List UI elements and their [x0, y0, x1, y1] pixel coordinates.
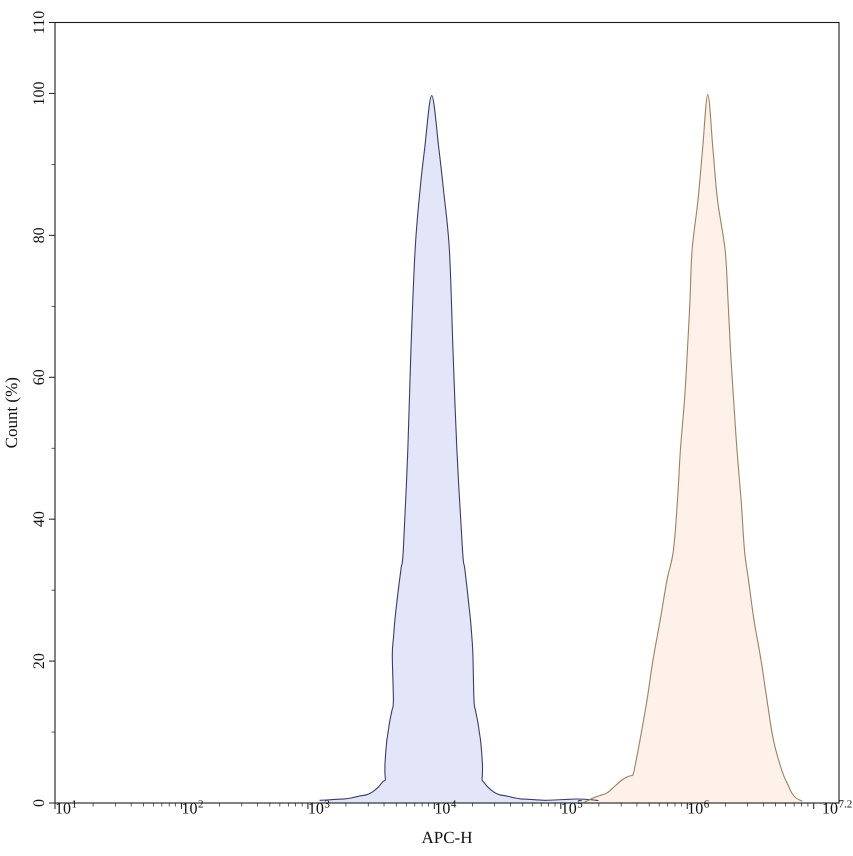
- svg-text:0: 0: [31, 799, 48, 807]
- svg-text:110: 110: [31, 11, 48, 34]
- svg-text:20: 20: [31, 653, 48, 669]
- svg-text:100: 100: [31, 81, 48, 105]
- svg-text:80: 80: [31, 227, 48, 243]
- svg-text:APC-H: APC-H: [421, 828, 472, 847]
- svg-text:60: 60: [31, 369, 48, 385]
- svg-text:Count (%): Count (%): [2, 377, 21, 448]
- svg-text:40: 40: [31, 511, 48, 527]
